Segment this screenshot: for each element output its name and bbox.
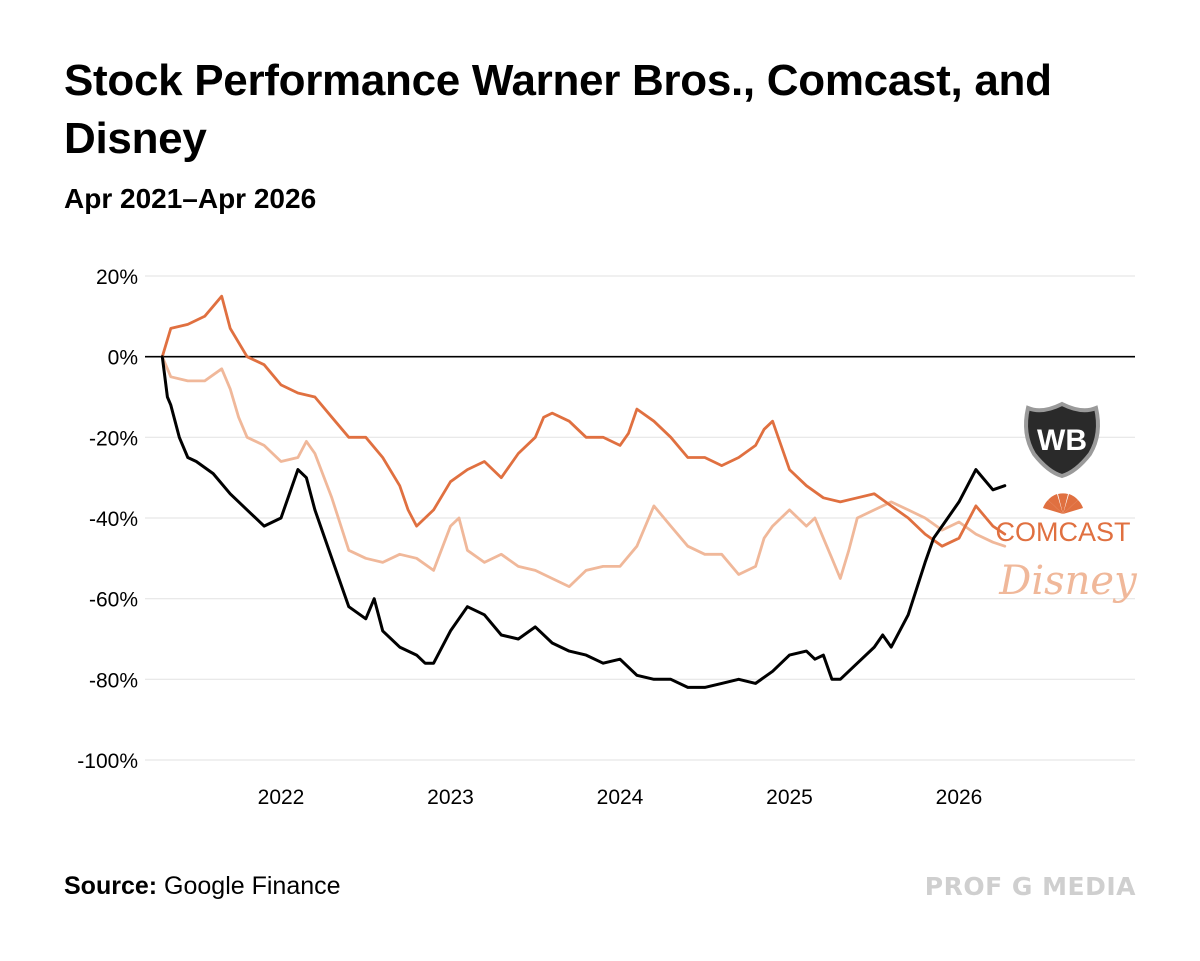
brand-label: PROF G MEDIA xyxy=(924,872,1136,901)
y-tick-label: 0% xyxy=(108,347,138,370)
comcast-logo-text: COMCAST xyxy=(996,517,1131,547)
x-tick-label: 2025 xyxy=(766,786,813,809)
comcast-logo: COMCAST xyxy=(996,493,1131,547)
comcast-series-line xyxy=(160,294,1007,548)
x-axis-ticks: 2022 2023 2024 2025 2026 xyxy=(258,786,983,809)
disney-logo-text: Disney xyxy=(998,558,1138,604)
y-tick-label: -60% xyxy=(89,589,138,612)
disney-series-line xyxy=(160,355,1007,588)
series-lines xyxy=(160,294,1007,689)
y-tick-label: -40% xyxy=(89,508,138,531)
x-tick-label: 2024 xyxy=(597,786,644,809)
wb-logo-text: WB xyxy=(1037,424,1087,457)
y-axis-ticks: 20% 0% -20% -40% -60% -80% -100% xyxy=(77,266,138,773)
y-tick-label: 20% xyxy=(96,266,138,289)
source-label: Source: xyxy=(64,872,158,900)
wb-shield-icon xyxy=(1024,401,1100,479)
source-note: Source: Google Finance xyxy=(64,872,341,901)
chart-title: Stock Performance Warner Bros., Comcast,… xyxy=(64,56,1052,163)
source-value: Google Finance xyxy=(164,872,341,900)
y-tick-label: -80% xyxy=(89,669,138,692)
x-tick-label: 2023 xyxy=(427,786,474,809)
peacock-icon xyxy=(1043,493,1083,514)
wb-logo: WB xyxy=(1024,401,1100,479)
chart-subtitle: Apr 2021–Apr 2026 xyxy=(64,183,317,214)
x-tick-label: 2026 xyxy=(936,786,983,809)
y-tick-label: -20% xyxy=(89,427,138,450)
x-tick-label: 2022 xyxy=(258,786,305,809)
wbd-series-line xyxy=(160,355,1007,689)
y-tick-label: -100% xyxy=(77,750,138,773)
